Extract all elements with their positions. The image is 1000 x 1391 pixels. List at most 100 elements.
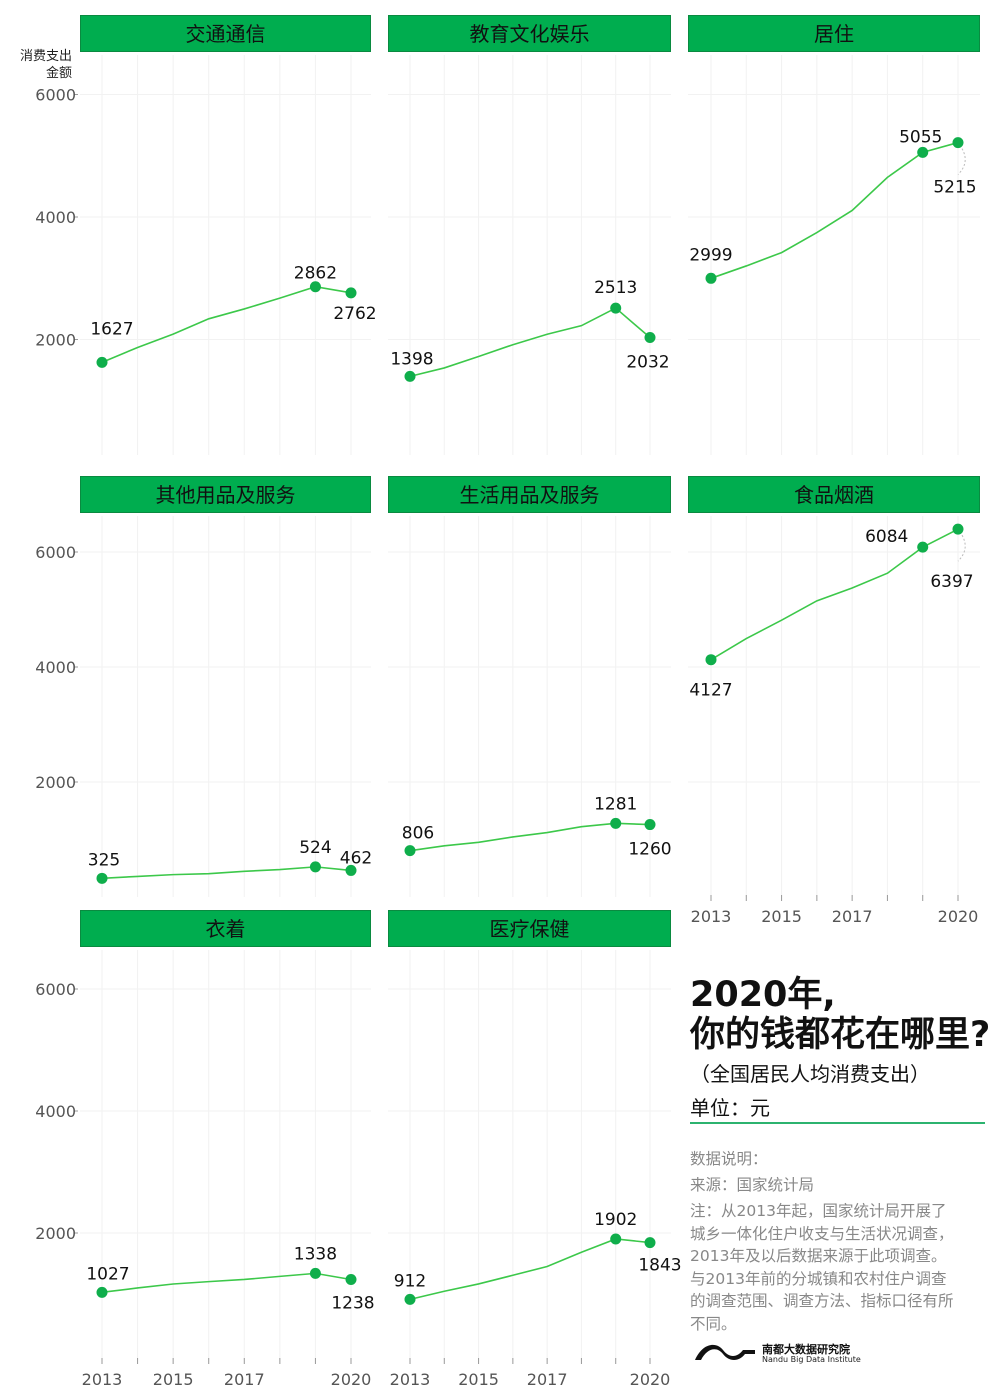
- data-label: 1281: [594, 794, 637, 814]
- data-label: 1338: [294, 1244, 337, 1264]
- data-label: 1027: [86, 1264, 129, 1284]
- series-line: [409, 307, 651, 378]
- x-tick-label: 2020: [331, 1370, 372, 1389]
- y-tick-label: 4000: [35, 208, 76, 227]
- data-point: [309, 861, 321, 873]
- data-point: [309, 281, 321, 293]
- data-label: 1843: [638, 1256, 681, 1276]
- panel-title: 其他用品及服务: [80, 476, 371, 513]
- data-label: 2032: [626, 353, 669, 373]
- y-tick-label: 2000: [35, 331, 76, 350]
- x-tick-label: 2013: [390, 1370, 431, 1389]
- data-point: [610, 817, 622, 829]
- data-point: [952, 523, 964, 535]
- data-point: [345, 1273, 357, 1285]
- data-point: [917, 146, 929, 158]
- data-label: 325: [88, 850, 120, 870]
- x-tick-label: 2020: [630, 1370, 671, 1389]
- label-connector: [957, 148, 966, 175]
- main-title: 2020年, 你的钱都花在哪里?: [690, 975, 990, 1055]
- x-tick-label: 2013: [691, 907, 732, 926]
- label-connector: [957, 534, 966, 562]
- series-line: [409, 1238, 651, 1301]
- panel-title: 食品烟酒: [688, 476, 980, 513]
- y-tick-label: 6000: [35, 86, 76, 105]
- data-point: [610, 302, 622, 314]
- x-tick-label: 2015: [458, 1370, 499, 1389]
- data-point: [96, 356, 108, 368]
- subtitle: （全国居民人均消费支出）: [690, 1062, 930, 1086]
- data-label: 2999: [689, 245, 732, 265]
- data-point: [309, 1267, 321, 1279]
- series-line: [101, 1272, 352, 1294]
- data-point: [404, 845, 416, 857]
- data-point: [345, 864, 357, 876]
- data-label: 806: [402, 824, 434, 844]
- x-tick-label: 2015: [761, 907, 802, 926]
- data-point: [345, 287, 357, 299]
- data-label: 2762: [333, 304, 376, 324]
- data-point: [952, 137, 964, 149]
- data-label: 462: [340, 848, 372, 868]
- data-label: 1398: [390, 349, 433, 369]
- series-line: [409, 822, 651, 852]
- panel-title: 医疗保健: [388, 910, 671, 947]
- data-label: 5215: [933, 178, 976, 198]
- y-tick-label: 6000: [35, 543, 76, 562]
- data-label: 2862: [294, 264, 337, 284]
- title-line-1: 2020年,: [690, 975, 836, 1015]
- x-tick-label: 2013: [82, 1370, 123, 1389]
- data-label: 1902: [594, 1210, 637, 1230]
- logo-text-cn: 南都大数据研究院: [762, 1343, 850, 1356]
- source-note: 来源：国家统计局: [690, 1176, 815, 1194]
- data-point: [96, 1286, 108, 1298]
- x-tick-label: 2017: [224, 1370, 265, 1389]
- y-tick-label: 4000: [35, 1102, 76, 1121]
- y-tick-label: 6000: [35, 980, 76, 999]
- data-label: 1260: [628, 840, 671, 860]
- logo-icon: [695, 1344, 755, 1360]
- y-axis-label: 消费支出金额: [19, 49, 72, 81]
- panel-title: 交通通信: [80, 15, 371, 52]
- data-point: [917, 541, 929, 553]
- data-point: [705, 272, 717, 284]
- data-point: [644, 332, 656, 344]
- data-point: [644, 1237, 656, 1249]
- data-label: 5055: [899, 127, 942, 147]
- title-line-2: 你的钱都花在哪里?: [690, 1015, 991, 1055]
- panel-title: 居住: [688, 15, 980, 52]
- data-point: [96, 872, 108, 884]
- data-label: 2513: [594, 278, 637, 298]
- data-label: 524: [299, 838, 331, 858]
- x-tick-label: 2017: [832, 907, 873, 926]
- y-tick-label: 2000: [35, 773, 76, 792]
- data-point: [610, 1233, 622, 1245]
- panel-title: 衣着: [80, 910, 371, 947]
- data-label: 6397: [930, 572, 973, 592]
- data-point: [644, 819, 656, 831]
- data-label: 4127: [689, 681, 732, 701]
- notes-heading: 数据说明：: [690, 1150, 768, 1168]
- data-label: 6084: [865, 527, 908, 547]
- x-tick-label: 2015: [153, 1370, 194, 1389]
- panel-title: 生活用品及服务: [388, 476, 671, 513]
- series-line: [710, 528, 959, 661]
- data-point: [404, 1293, 416, 1305]
- methodology-note: 注：从2013年起，国家统计局开展了城乡一体化住户收支与生活状况调查，2013年…: [690, 1202, 954, 1333]
- series-line: [710, 141, 959, 280]
- data-point: [404, 370, 416, 382]
- series-line: [101, 866, 352, 880]
- x-tick-label: 2017: [527, 1370, 568, 1389]
- y-tick-label: 2000: [35, 1224, 76, 1243]
- series-line: [101, 285, 352, 364]
- panel-title: 教育文化娱乐: [388, 15, 671, 52]
- data-label: 1238: [331, 1293, 374, 1313]
- y-tick-label: 4000: [35, 658, 76, 677]
- unit-label: 单位：元: [690, 1096, 770, 1120]
- data-label: 912: [394, 1271, 426, 1291]
- logo-text-en: Nandu Big Data Institute: [762, 1355, 861, 1364]
- x-tick-label: 2020: [938, 907, 979, 926]
- divider: [690, 1122, 985, 1124]
